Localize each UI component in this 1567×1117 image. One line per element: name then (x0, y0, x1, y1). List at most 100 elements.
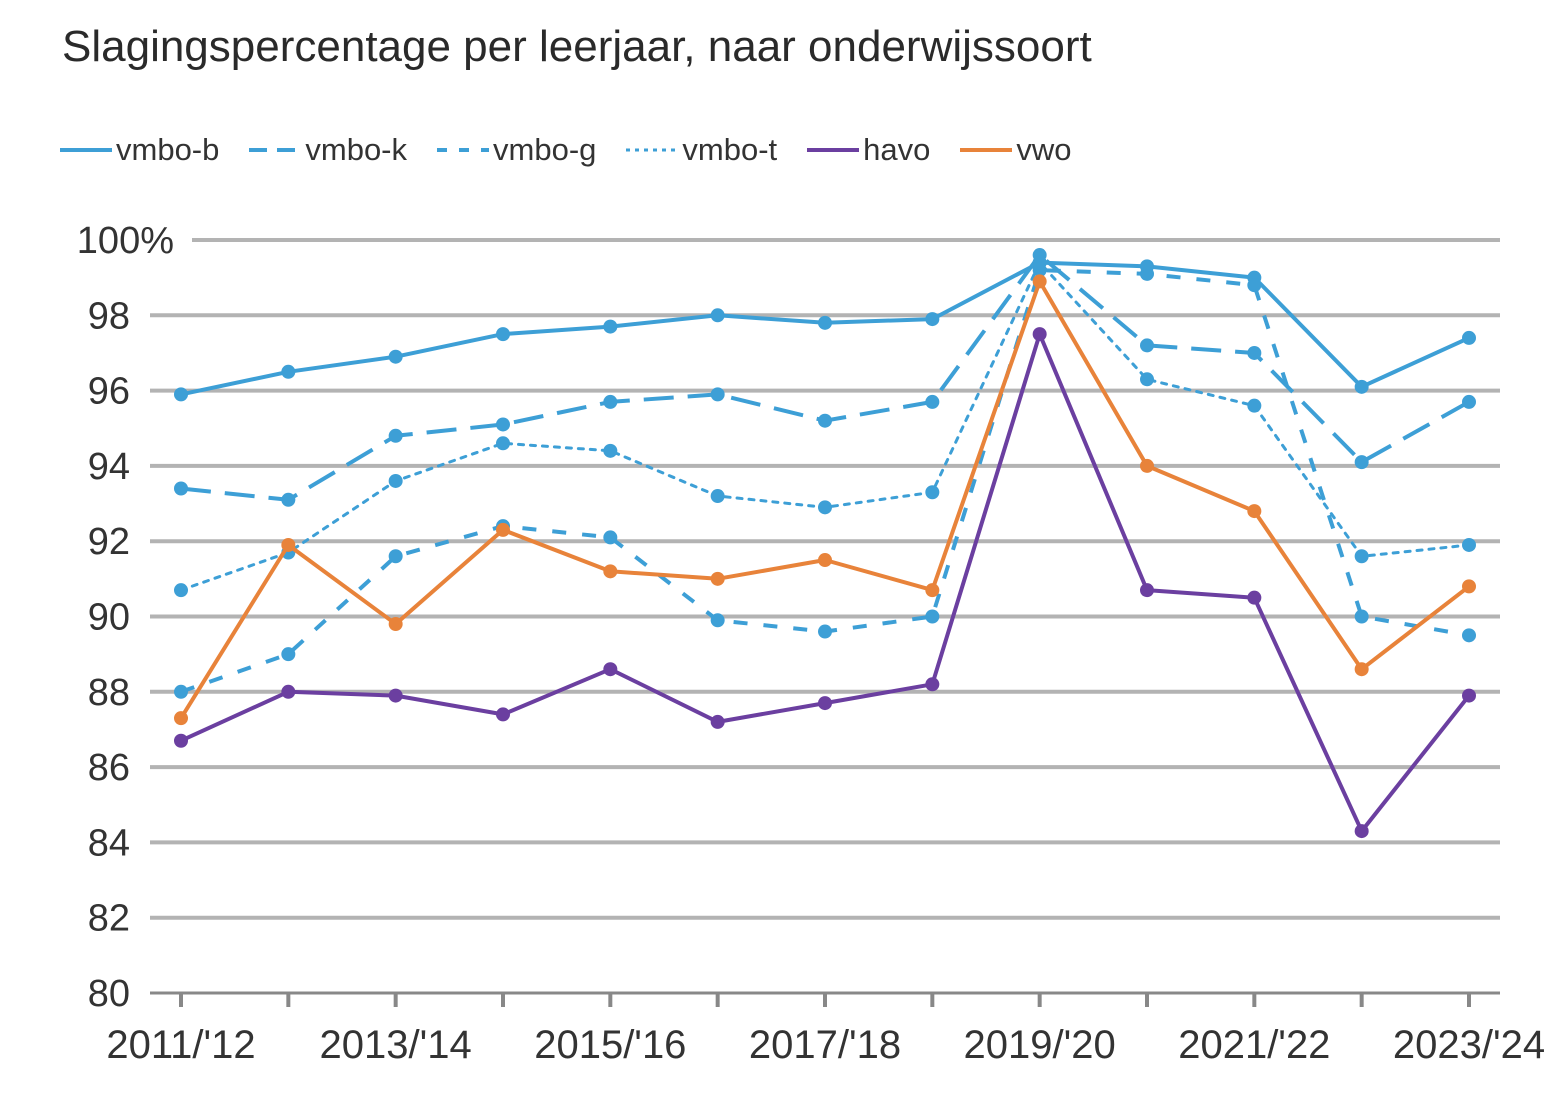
data-point-vmbo-b (710, 308, 725, 323)
data-point-vmbo-g (281, 647, 296, 662)
data-point-vmbo-t (388, 473, 403, 488)
data-point-vwo (603, 564, 618, 579)
series-vmbo-t (174, 255, 1476, 598)
series-havo (174, 327, 1476, 839)
y-tick-label: 82 (88, 898, 130, 940)
data-point-vmbo-k (603, 394, 618, 409)
data-point-vmbo-k (174, 481, 188, 496)
data-point-vmbo-k (1140, 338, 1154, 353)
series-line-vmbo-k (180, 253, 1470, 502)
data-point-vmbo-b (818, 315, 832, 330)
legend-item-havo: havo (807, 132, 930, 168)
data-point-vmbo-t (496, 436, 510, 451)
data-point-vmbo-g (1247, 278, 1262, 293)
legend-label: havo (863, 132, 931, 167)
data-point-vmbo-g (1140, 266, 1154, 281)
gridlines (150, 238, 1500, 995)
legend-swatch (437, 148, 490, 152)
data-point-havo (388, 688, 403, 703)
data-point-vmbo-k (388, 428, 403, 443)
data-point-vwo (1140, 458, 1154, 473)
legend-swatch (807, 148, 860, 152)
data-point-vwo (1032, 274, 1047, 289)
data-point-vmbo-k (1247, 345, 1262, 360)
y-tick-label: 80 (88, 973, 130, 1015)
data-point-vmbo-k (1354, 455, 1369, 470)
y-tick-label: 96 (88, 371, 130, 413)
series-vmbo-k (174, 248, 1476, 507)
data-point-vwo (710, 571, 725, 586)
data-point-vwo (174, 711, 188, 726)
y-tick-label: 98 (88, 295, 130, 337)
legend-item-vmbo-t: vmbo-t (626, 132, 777, 168)
data-point-vmbo-g (818, 624, 832, 639)
data-point-vmbo-b (1354, 379, 1369, 394)
legend-item-vmbo-b: vmbo-b (60, 132, 219, 168)
data-point-vmbo-k (818, 413, 832, 428)
data-point-havo (281, 684, 296, 699)
y-tick-label: 92 (88, 521, 130, 563)
y-tick-label: 94 (88, 446, 130, 488)
data-point-havo (603, 662, 618, 677)
data-point-vmbo-b (496, 327, 510, 342)
data-point-vwo (1462, 579, 1476, 594)
legend-item-vwo: vwo (960, 132, 1072, 168)
data-point-havo (1032, 327, 1047, 342)
legend-label: vmbo-t (682, 132, 778, 167)
data-point-vmbo-t (925, 485, 940, 500)
data-point-havo (1140, 583, 1154, 598)
data-point-vmbo-t (1354, 549, 1369, 564)
y-tick-label: 100% (77, 220, 174, 262)
data-point-vmbo-t (174, 583, 188, 598)
data-point-vwo (818, 553, 832, 568)
data-point-vmbo-b (388, 349, 403, 364)
legend-swatch (60, 148, 112, 152)
data-point-vmbo-t (710, 489, 725, 504)
data-point-vwo (388, 617, 403, 632)
data-point-vmbo-b (281, 364, 296, 379)
data-point-havo (710, 714, 725, 729)
x-tick-label: 2021/'22 (1178, 1023, 1330, 1067)
data-point-vmbo-b (1462, 330, 1476, 345)
data-point-vwo (925, 583, 940, 598)
data-point-vmbo-k (281, 492, 296, 507)
legend-label: vmbo-g (493, 132, 597, 167)
data-point-vmbo-g (388, 549, 403, 564)
legend-label: vmbo-b (116, 132, 220, 167)
data-point-vwo (281, 537, 296, 552)
data-point-vmbo-t (1247, 398, 1262, 413)
x-tick-label: 2015/'16 (534, 1023, 686, 1067)
data-point-vmbo-g (925, 609, 940, 624)
data-point-havo (1354, 824, 1369, 839)
data-point-vmbo-b (603, 319, 618, 334)
data-point-vmbo-b (174, 387, 188, 402)
data-point-vmbo-t (603, 443, 618, 458)
x-tick-label: 2017/'18 (749, 1023, 901, 1067)
series-line-havo (180, 332, 1471, 834)
data-point-vmbo-k (496, 417, 510, 432)
data-point-vmbo-g (1462, 628, 1476, 643)
y-tick-label: 86 (88, 747, 130, 789)
data-point-havo (818, 696, 832, 711)
data-point-vmbo-t (1140, 372, 1154, 387)
series-vwo (174, 274, 1476, 726)
chart-title: Slagingspercentage per leerjaar, naar on… (62, 22, 1092, 71)
data-point-havo (496, 707, 510, 722)
x-tick-label: 2011/'12 (106, 1023, 255, 1067)
y-tick-label: 88 (88, 672, 130, 714)
data-point-vmbo-k (1462, 394, 1476, 409)
data-point-havo (174, 733, 188, 748)
data-point-vmbo-b (925, 312, 940, 327)
data-point-vmbo-t (1032, 255, 1047, 270)
x-tick-label: 2023/'24 (1393, 1023, 1545, 1067)
data-point-vwo (496, 522, 510, 537)
series-vmbo-g (174, 263, 1476, 699)
data-point-havo (1462, 688, 1476, 703)
y-tick-label: 84 (88, 822, 130, 864)
legend-label: vmbo-k (305, 132, 408, 167)
data-point-vmbo-g (1354, 609, 1369, 624)
data-point-vmbo-k (925, 394, 940, 409)
data-point-vmbo-k (710, 387, 725, 402)
